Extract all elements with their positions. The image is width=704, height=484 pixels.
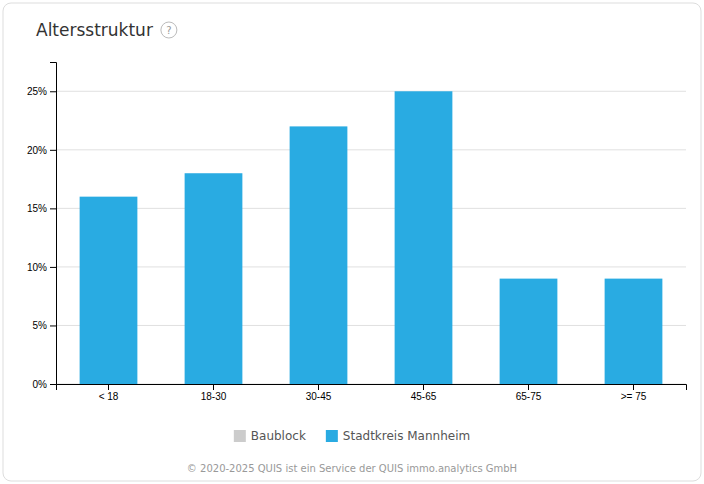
y-tick-mark [50,150,56,151]
y-tick-label: 10% [27,262,47,273]
legend-swatch [234,430,246,442]
y-tick-mark [50,208,56,209]
y-tick-label: 5% [33,320,48,331]
y-tick-label: 15% [27,203,47,214]
y-tick-mark [50,91,56,92]
x-tick-mark [423,384,424,390]
y-tick-label: 20% [27,145,47,156]
legend-swatch [326,430,338,442]
x-tick-mark [633,384,634,390]
card-border [3,3,701,481]
x-axis: < 18 18-30 30-45 45-65 65-75 >= 75 [57,384,687,402]
grid-line [56,91,686,92]
bar [500,279,558,384]
x-tick-label: 45-65 [411,391,437,402]
x-tick: 30-45 [306,384,332,402]
bar [290,126,348,384]
info-text: ? [166,25,171,36]
y-tick: 20% [27,145,56,156]
y-tick-label: 0% [33,379,48,390]
x-tick: 18-30 [201,384,227,402]
x-tick-mark [528,384,529,390]
legend-item: Stadtkreis Mannheim [326,429,470,443]
bar [185,173,243,384]
bar [395,91,453,384]
legend: Baublock Stadtkreis Mannheim [234,429,470,443]
x-tick: < 18 [99,384,119,402]
y-tick-mark [50,267,56,268]
title: Altersstruktur [36,20,153,40]
grid-line [56,266,686,267]
x-tick-mark [213,384,214,390]
y-tick-mark [50,384,56,385]
x-tick-label: >= 75 [621,391,647,402]
y-tick: 10% [27,262,56,273]
grid-line [56,208,686,209]
info-circle [161,22,177,38]
x-axis-line [57,385,687,391]
x-tick-label: 30-45 [306,391,332,402]
info-badge: ? [161,22,177,38]
bar [605,279,663,384]
x-tick-label: 65-75 [516,391,542,402]
x-tick: 45-65 [411,384,437,402]
x-tick: >= 75 [621,384,647,402]
y-tick-label: 25% [27,86,47,97]
legend-label: Baublock [251,429,306,443]
y-tick: 25% [27,86,56,97]
y-tick: 0% [33,379,56,390]
y-tick: 5% [33,320,56,331]
y-tick-mark [50,325,56,326]
legend-item: Baublock [234,429,306,443]
x-tick-label: < 18 [99,391,119,402]
x-tick-mark [318,384,319,390]
x-tick: 65-75 [516,384,542,402]
bars [80,91,663,384]
y-axis: 0% 5% 10% 15% 20% 25% [27,63,57,390]
grid [56,91,686,384]
grid-line [56,325,686,326]
x-tick-label: 18-30 [201,391,227,402]
y-tick: 15% [27,203,56,214]
grid-line [56,149,686,150]
footer: © 2020-2025 QUIS ist ein Service der QUI… [187,463,517,474]
legend-label: Stadtkreis Mannheim [343,429,470,443]
y-axis-line [50,63,57,385]
bar [80,197,138,384]
chart: 0% 5% 10% 15% 20% 25% < 18 18-30 30-45 45-65 65-75… [0,0,704,484]
x-tick-mark [108,384,109,390]
